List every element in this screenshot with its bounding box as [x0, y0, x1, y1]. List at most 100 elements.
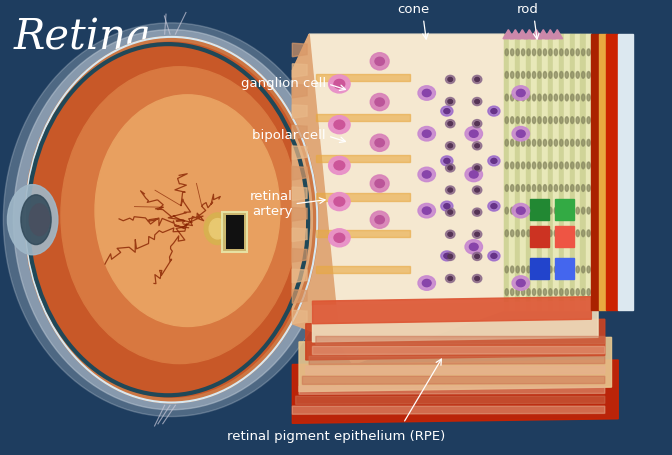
Polygon shape [538, 30, 548, 39]
Ellipse shape [423, 207, 431, 214]
Ellipse shape [516, 289, 519, 295]
Ellipse shape [521, 71, 525, 78]
Ellipse shape [560, 71, 563, 78]
Ellipse shape [538, 230, 541, 237]
Ellipse shape [554, 117, 558, 124]
Ellipse shape [543, 289, 546, 295]
Ellipse shape [505, 94, 508, 101]
Ellipse shape [516, 139, 519, 146]
Ellipse shape [511, 71, 514, 78]
Polygon shape [552, 30, 562, 39]
Ellipse shape [505, 117, 508, 124]
Ellipse shape [511, 230, 514, 237]
Text: retinal pigment epithelium (RPE): retinal pigment epithelium (RPE) [227, 430, 445, 444]
Polygon shape [292, 43, 307, 57]
Polygon shape [292, 228, 307, 242]
Ellipse shape [581, 117, 585, 124]
Bar [316, 114, 410, 121]
Ellipse shape [446, 186, 455, 194]
Ellipse shape [334, 233, 345, 243]
Ellipse shape [554, 139, 558, 146]
Ellipse shape [472, 120, 482, 128]
Ellipse shape [370, 93, 389, 111]
Ellipse shape [516, 94, 519, 101]
Ellipse shape [554, 162, 558, 169]
Ellipse shape [448, 277, 453, 281]
Polygon shape [292, 64, 307, 77]
Ellipse shape [565, 185, 569, 192]
Ellipse shape [581, 162, 585, 169]
Bar [581, 34, 586, 310]
Ellipse shape [375, 57, 384, 66]
Ellipse shape [465, 167, 482, 182]
Ellipse shape [511, 117, 514, 124]
Ellipse shape [581, 266, 585, 273]
Ellipse shape [565, 94, 569, 101]
Ellipse shape [423, 279, 431, 287]
Ellipse shape [423, 171, 431, 178]
Ellipse shape [329, 229, 350, 247]
Ellipse shape [587, 139, 590, 146]
Ellipse shape [474, 277, 479, 281]
Ellipse shape [521, 49, 525, 56]
Polygon shape [531, 30, 542, 39]
Polygon shape [299, 337, 612, 392]
Ellipse shape [587, 162, 590, 169]
Bar [569, 34, 575, 310]
Ellipse shape [418, 167, 435, 182]
Polygon shape [517, 30, 528, 39]
Ellipse shape [505, 49, 508, 56]
Polygon shape [292, 146, 307, 159]
Bar [554, 258, 574, 278]
Ellipse shape [505, 139, 508, 146]
Ellipse shape [532, 49, 536, 56]
Polygon shape [510, 30, 521, 39]
Ellipse shape [516, 71, 519, 78]
Ellipse shape [538, 289, 541, 295]
Ellipse shape [469, 243, 478, 250]
Ellipse shape [571, 94, 574, 101]
Polygon shape [299, 386, 605, 394]
Ellipse shape [527, 71, 530, 78]
Ellipse shape [472, 76, 482, 83]
Bar [316, 74, 410, 81]
Text: retinal
artery: retinal artery [249, 190, 292, 218]
Ellipse shape [446, 164, 455, 172]
Ellipse shape [576, 117, 579, 124]
Ellipse shape [370, 175, 389, 192]
Ellipse shape [488, 156, 500, 166]
Ellipse shape [472, 230, 482, 238]
Ellipse shape [549, 185, 552, 192]
Bar [599, 34, 606, 310]
Polygon shape [292, 84, 307, 98]
Ellipse shape [444, 253, 450, 258]
Bar [564, 34, 569, 310]
Ellipse shape [576, 185, 579, 192]
Ellipse shape [587, 117, 590, 124]
Ellipse shape [576, 71, 579, 78]
Ellipse shape [512, 126, 530, 141]
Ellipse shape [543, 185, 546, 192]
Ellipse shape [448, 77, 453, 81]
Ellipse shape [30, 204, 50, 236]
Ellipse shape [587, 71, 590, 78]
Ellipse shape [538, 162, 541, 169]
Ellipse shape [448, 100, 453, 104]
Bar [316, 193, 410, 201]
Bar [530, 258, 550, 278]
Ellipse shape [538, 266, 541, 273]
Ellipse shape [505, 289, 508, 295]
Bar [554, 199, 574, 220]
Ellipse shape [446, 208, 455, 216]
Ellipse shape [565, 49, 569, 56]
Ellipse shape [549, 162, 552, 169]
Ellipse shape [418, 126, 435, 141]
Ellipse shape [505, 266, 508, 273]
Ellipse shape [532, 266, 536, 273]
Bar [226, 215, 244, 249]
Ellipse shape [474, 144, 479, 148]
Ellipse shape [27, 39, 316, 401]
Bar [530, 199, 550, 220]
Bar [530, 227, 550, 247]
Polygon shape [306, 366, 605, 374]
